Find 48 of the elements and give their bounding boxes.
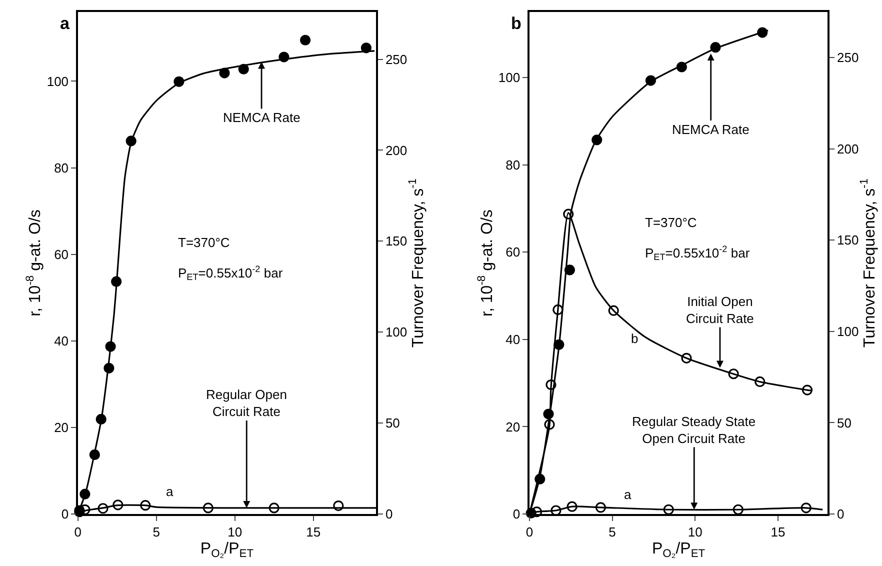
y2-tick-label: 200 bbox=[385, 142, 408, 158]
x-tick-label: 0 bbox=[74, 524, 82, 540]
annotation: a bbox=[166, 484, 174, 499]
annotation: T=370°C bbox=[645, 215, 697, 230]
annotation: Regular Steady State Open Circuit Rate bbox=[632, 414, 756, 446]
annotation: NEMCA Rate bbox=[223, 110, 300, 125]
annotation: a bbox=[624, 487, 632, 502]
y-tick-label: 40 bbox=[54, 333, 69, 348]
y2-tick-label: 100 bbox=[385, 324, 408, 340]
x-tick-label: 15 bbox=[306, 524, 321, 540]
y-tick-label: 60 bbox=[54, 246, 69, 262]
y-tick-label: 80 bbox=[506, 157, 520, 172]
annotation: T=370°C bbox=[178, 235, 230, 250]
y-tick-label: 20 bbox=[506, 419, 520, 434]
annotation: NEMCA Rate bbox=[672, 122, 750, 137]
y2-tick-label: 250 bbox=[837, 50, 859, 66]
y2-tick-label: 150 bbox=[837, 232, 859, 248]
y-tick-label: 0 bbox=[61, 506, 69, 522]
y2-tick-label: 0 bbox=[385, 506, 393, 522]
annotation: Initial Open Circuit Rate bbox=[686, 294, 754, 326]
x-tick-label: 10 bbox=[688, 524, 702, 540]
x-tick-label: 15 bbox=[770, 524, 786, 540]
y2-tick-label: 0 bbox=[837, 506, 844, 522]
chart-title: a bbox=[60, 14, 70, 33]
x-axis-title: P$_{O₂}$/P$_{ET}$ bbox=[652, 540, 706, 560]
y2-tick-label: 200 bbox=[837, 141, 859, 156]
chart-title: b bbox=[511, 14, 522, 33]
annotation: Regular Open Circuit Rate bbox=[206, 387, 287, 419]
y2-tick-label: 100 bbox=[837, 324, 859, 339]
x-tick-label: 5 bbox=[608, 524, 616, 540]
x-tick-label: 5 bbox=[152, 524, 160, 540]
y-tick-label: 100 bbox=[46, 74, 69, 89]
x-axis-title: P$_{O₂}$/P$_{ET}$ bbox=[200, 540, 254, 560]
annotation: P$_{ET}$=0.55x10$^{-2}$ bar bbox=[178, 264, 284, 282]
y2-tick-label: 150 bbox=[385, 234, 408, 249]
y-tick-label: 60 bbox=[506, 244, 520, 260]
y-tick-label: 40 bbox=[506, 332, 520, 347]
annotation: b bbox=[631, 331, 638, 346]
y2-tick-label: 50 bbox=[385, 416, 400, 431]
x-tick-label: 10 bbox=[228, 524, 242, 540]
y-tick-label: 100 bbox=[498, 70, 520, 86]
annotation: P$_{ET}$=0.55x10$^{-2}$ bar bbox=[645, 244, 750, 262]
y-tick-label: 0 bbox=[512, 506, 520, 522]
y-tick-label: 80 bbox=[54, 160, 69, 176]
y-tick-label: 20 bbox=[54, 420, 69, 435]
x-tick-label: 0 bbox=[526, 524, 534, 540]
y2-tick-label: 250 bbox=[385, 52, 408, 67]
y2-tick-label: 50 bbox=[837, 415, 852, 430]
